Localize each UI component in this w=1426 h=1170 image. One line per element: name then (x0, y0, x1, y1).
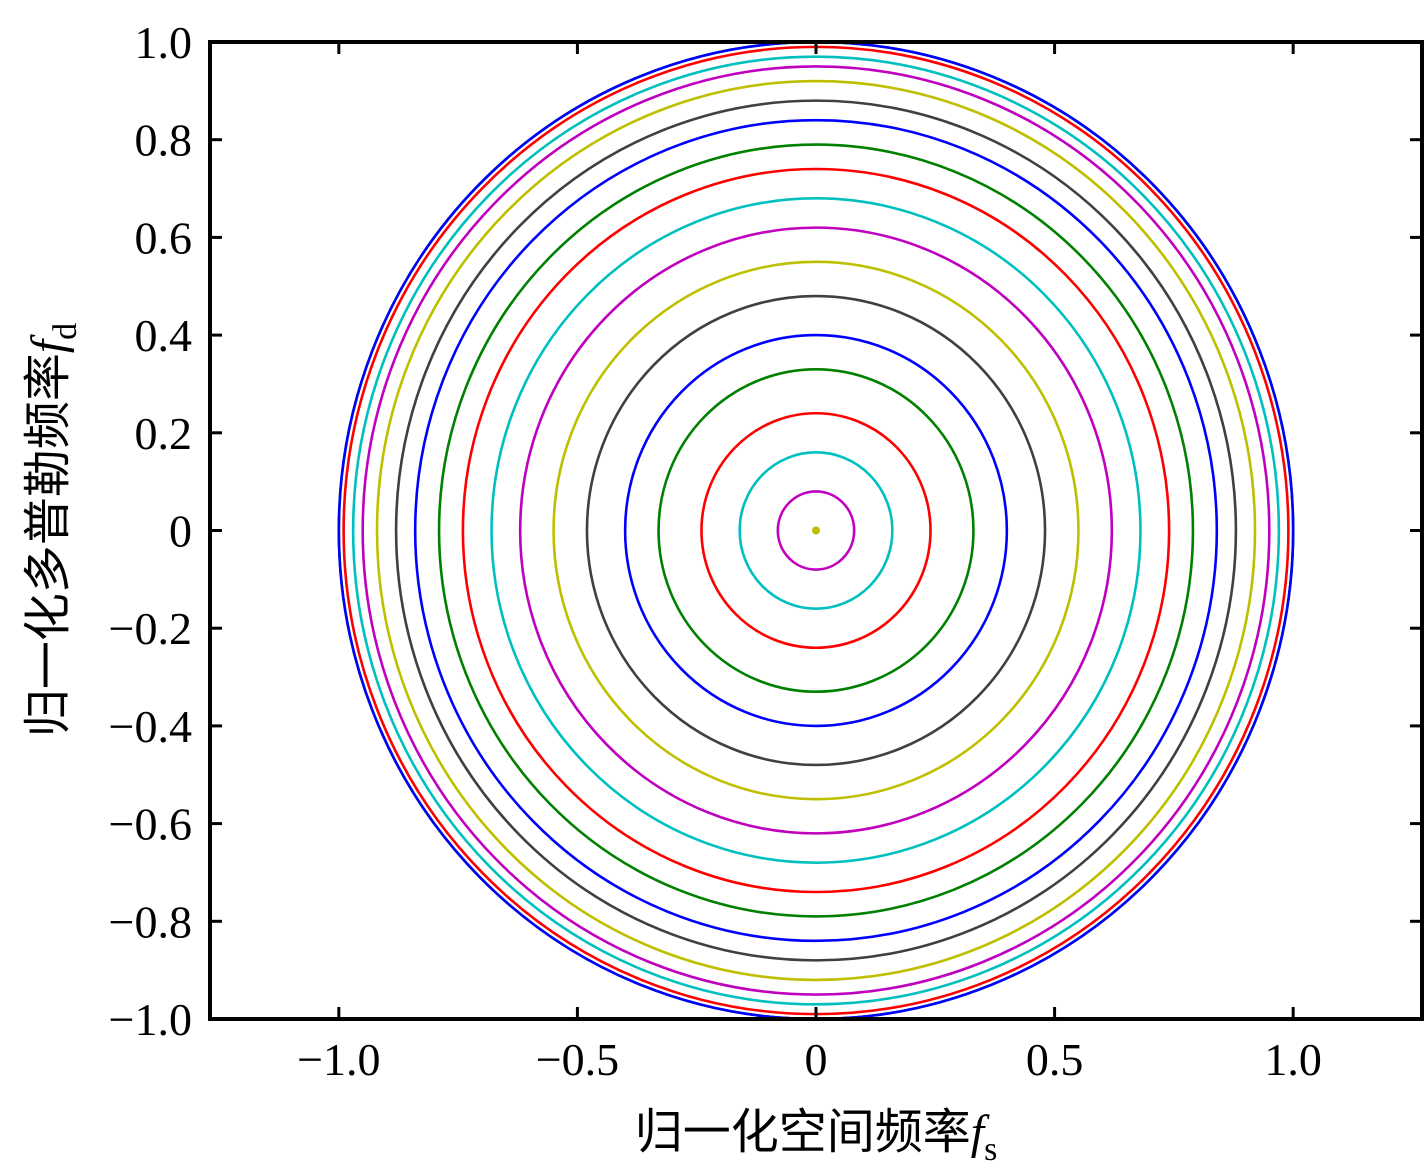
y-tick-label-0: 1.0 (135, 17, 193, 68)
y-axis-title: 归一化多普勒频率fd (20, 323, 84, 737)
contour-line-5 (623, 333, 1009, 728)
x-tick-label-3: 0.5 (1026, 1034, 1084, 1085)
y-tick-label-3: 0.4 (135, 310, 193, 361)
x-tick-label-1: −0.5 (536, 1034, 619, 1085)
series-layer (337, 40, 1295, 1021)
contour-line-13 (394, 99, 1238, 962)
contour-line-10 (461, 167, 1171, 894)
contour-line-6 (585, 294, 1047, 767)
x-axis-title-text: 归一化空间频率 (635, 1104, 971, 1160)
x-tick-label-4: 1.0 (1264, 1034, 1322, 1085)
y-tick-label-4: 0.2 (135, 408, 193, 459)
contour-line-16 (351, 55, 1281, 1006)
contour-line-9 (490, 197, 1142, 864)
contour-line-12 (413, 118, 1219, 943)
contour-line-8 (518, 226, 1114, 835)
y-tick-label-8: −0.6 (109, 799, 192, 850)
y-tick-label-7: −0.4 (109, 701, 192, 752)
x-tick-label-0: −1.0 (297, 1034, 380, 1085)
contour-line-14 (375, 79, 1257, 982)
contour-line-11 (437, 143, 1195, 918)
y-tick-label-6: −0.2 (109, 603, 192, 654)
y-axis-title-text: 归一化多普勒频率 (20, 353, 76, 737)
ticks-layer (210, 40, 1422, 1021)
contour-line-15 (361, 65, 1271, 996)
tick-labels-layer: −1.0 −0.5 0 0.5 1.0 1.0 0.8 0.6 0.4 0.2 0 −0.2 −0.4 −… (109, 17, 1322, 1085)
x-axis-title-subscript: s (984, 1131, 997, 1168)
contour-line-0 (812, 526, 820, 535)
contour-line-1 (776, 490, 856, 571)
x-tick-label-2: 0 (805, 1034, 828, 1085)
contour-line-7 (552, 260, 1080, 801)
y-tick-label-1: 0.8 (135, 115, 193, 166)
y-tick-label-9: −0.8 (109, 896, 192, 947)
x-axis-title: 归一化空间频率fs (635, 1104, 998, 1168)
y-tick-label-2: 0.6 (135, 212, 193, 263)
y-axis-title-subscript: d (47, 323, 84, 340)
y-tick-label-5: 0 (169, 506, 192, 557)
contour-line-3 (700, 411, 932, 650)
contour-line-2 (738, 451, 894, 610)
y-tick-label-10: −1.0 (109, 994, 192, 1045)
contour-line-4 (657, 367, 975, 694)
